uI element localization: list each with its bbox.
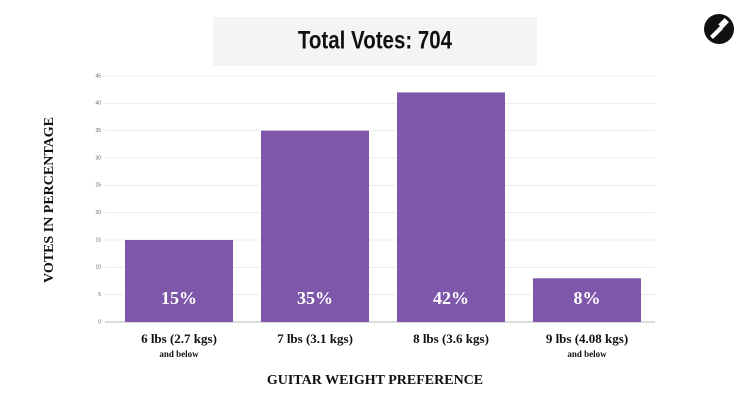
y-tick-label: 45 — [95, 73, 101, 79]
chart-title: Total Votes: 704 — [298, 26, 452, 54]
x-tick-label: 9 lbs (4.08 kgs) — [546, 331, 628, 346]
y-tick-label: 15 — [95, 237, 101, 243]
bar — [125, 240, 233, 322]
y-tick-label: 25 — [95, 183, 101, 189]
value-label: 8% — [574, 288, 601, 308]
y-tick-label: 10 — [95, 265, 101, 271]
y-tick-label: 40 — [95, 101, 101, 107]
x-axis-title: GUITAR WEIGHT PREFERENCE — [267, 373, 483, 388]
value-label: 15% — [161, 288, 197, 308]
x-tick-label: 6 lbs (2.7 kgs) — [141, 331, 217, 346]
bar — [533, 278, 641, 322]
y-tick-label: 5 — [98, 292, 101, 298]
value-label: 35% — [297, 288, 333, 308]
title-box — [213, 17, 537, 66]
y-tick-label: 35 — [95, 128, 101, 134]
y-tick-label: 0 — [98, 319, 101, 325]
x-tick-note: and below — [567, 349, 607, 359]
y-tick-label: 30 — [95, 155, 101, 161]
x-tick-label: 7 lbs (3.1 kgs) — [277, 331, 353, 346]
bar — [397, 92, 505, 323]
value-label: 42% — [433, 288, 469, 308]
logo — [704, 14, 734, 44]
bar — [261, 130, 369, 322]
x-tick-label: 8 lbs (3.6 kgs) — [413, 331, 489, 346]
y-axis-title: VOTES IN PERCENTAGE — [42, 117, 57, 283]
y-tick-label: 20 — [95, 210, 101, 216]
x-tick-note: and below — [159, 349, 199, 359]
